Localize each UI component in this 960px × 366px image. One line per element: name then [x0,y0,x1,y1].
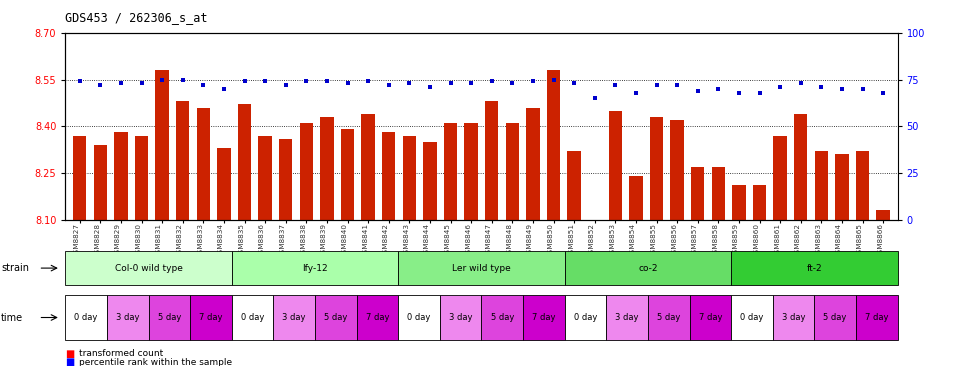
Text: lfy-12: lfy-12 [302,264,327,273]
Bar [506,123,519,220]
Bar [876,210,890,220]
Bar [526,108,540,220]
Bar [94,145,107,220]
Text: 0 day: 0 day [407,313,431,322]
Bar [238,104,252,220]
Text: ■: ■ [65,357,75,366]
Text: 3 day: 3 day [449,313,472,322]
Bar [732,185,746,220]
Text: percentile rank within the sample: percentile rank within the sample [79,358,232,366]
Bar [567,151,581,220]
Text: 5 day: 5 day [157,313,181,322]
Text: 5 day: 5 day [824,313,847,322]
Bar [794,114,807,220]
Bar [176,101,189,220]
Bar [156,70,169,220]
Bar [197,108,210,220]
Text: 5 day: 5 day [324,313,348,322]
Bar [691,167,705,220]
Bar [711,167,725,220]
Bar [609,111,622,220]
Text: Col-0 wild type: Col-0 wild type [114,264,182,273]
Bar [279,139,293,220]
Bar [134,135,148,220]
Text: 5 day: 5 day [657,313,681,322]
Text: 7 day: 7 day [366,313,389,322]
Bar [629,176,642,220]
Text: co-2: co-2 [638,264,658,273]
Text: 3 day: 3 day [781,313,805,322]
Text: strain: strain [1,263,29,273]
Text: 7 day: 7 day [532,313,556,322]
Bar [361,114,374,220]
Bar [73,135,86,220]
Bar [547,70,561,220]
Bar [485,101,498,220]
Text: 3 day: 3 day [282,313,306,322]
Text: 5 day: 5 day [491,313,514,322]
Text: ■: ■ [65,349,75,359]
Bar [217,148,230,220]
Bar [300,123,313,220]
Bar [815,151,828,220]
Text: 0 day: 0 day [574,313,597,322]
Text: 0 day: 0 day [75,313,98,322]
Bar [402,135,416,220]
Bar [321,117,334,220]
Bar [444,123,457,220]
Text: 0 day: 0 day [241,313,264,322]
Text: 7 day: 7 day [699,313,722,322]
Bar [753,185,766,220]
Bar [774,135,787,220]
Text: 7 day: 7 day [865,313,889,322]
Bar [114,132,128,220]
Bar [650,117,663,220]
Text: time: time [1,313,23,322]
Text: 3 day: 3 day [615,313,638,322]
Bar [465,123,478,220]
Text: GDS453 / 262306_s_at: GDS453 / 262306_s_at [65,11,207,24]
Bar [423,142,437,220]
Text: 7 day: 7 day [199,313,223,322]
Bar [258,135,272,220]
Bar [835,154,849,220]
Text: transformed count: transformed count [79,350,163,358]
Bar [856,151,869,220]
Bar [382,132,396,220]
Bar [670,120,684,220]
Text: ft-2: ft-2 [806,264,822,273]
Bar [341,129,354,220]
Text: 0 day: 0 day [740,313,763,322]
Text: 3 day: 3 day [116,313,139,322]
Text: Ler wild type: Ler wild type [452,264,511,273]
